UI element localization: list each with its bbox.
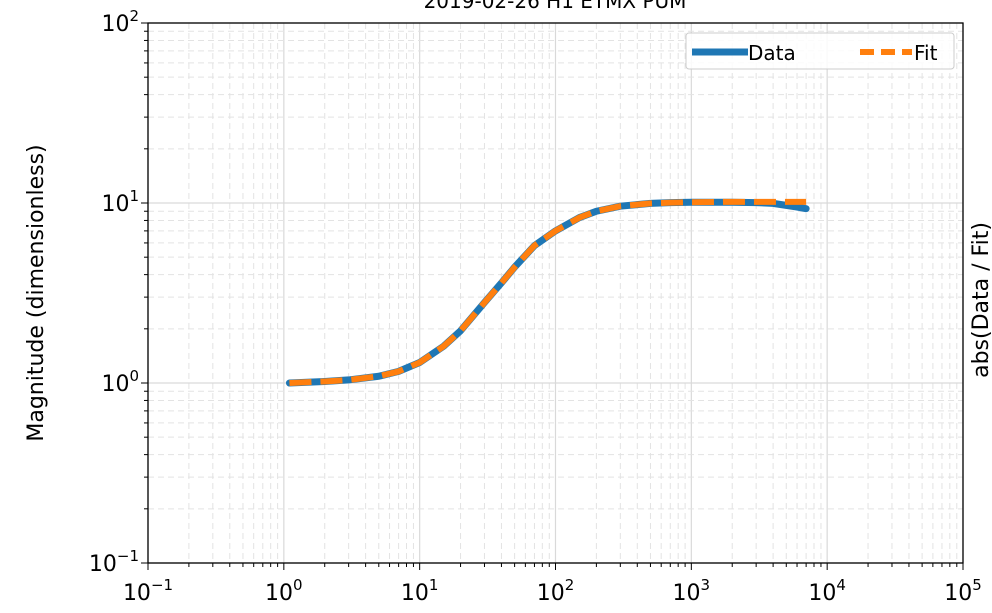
y-tick-label: 10−1: [89, 547, 139, 577]
x-tick-label: 103: [673, 576, 711, 606]
legend-box: [685, 32, 955, 70]
x-tick-label: 10−1: [123, 576, 173, 606]
legend-label-fit: Fit: [914, 41, 938, 65]
right-y-axis-label: abs(Data / Fit): [969, 222, 992, 378]
series-line-fit: [289, 198, 807, 386]
x-tick-label: 101: [401, 576, 439, 606]
x-tick-label: 105: [944, 576, 982, 606]
legend-label-data: Data: [748, 41, 796, 65]
series-line-data: [285, 198, 810, 387]
ticks: 10−1 100 101 102 103 104 105 10−1 100 101 102: [89, 7, 982, 606]
legend: Data Fit: [685, 32, 955, 70]
y-axis-label: Magnitude (dimensionless): [24, 144, 49, 441]
chart-title: 2019-02-26 H1 ETMX PUM: [424, 0, 687, 13]
grid: [147, 22, 964, 564]
x-tick-label: 104: [808, 576, 846, 606]
y-tick-label: 100: [101, 367, 139, 397]
x-tick-label: 100: [265, 576, 303, 606]
y-tick-label: 101: [101, 187, 139, 217]
series-layer: [285, 198, 810, 387]
x-tick-label: 102: [537, 576, 575, 606]
y-tick-label: 102: [101, 7, 139, 37]
